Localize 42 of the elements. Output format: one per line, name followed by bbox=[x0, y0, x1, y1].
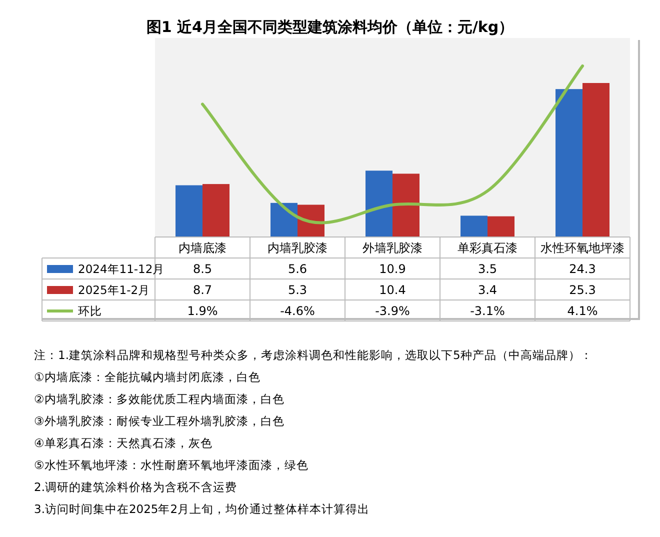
data-label: -3.1% bbox=[470, 304, 505, 318]
data-label: 24.3 bbox=[569, 262, 596, 276]
bar bbox=[488, 216, 514, 237]
x-tick-label: 内墙底漆 bbox=[178, 241, 226, 255]
legend-label: 2024年11-12月 bbox=[78, 262, 165, 276]
bar bbox=[392, 174, 420, 237]
bar bbox=[176, 185, 202, 237]
text: ③外墙乳胶漆：耐候专业工程外墙乳胶漆，白色 bbox=[34, 414, 284, 428]
x-tick-label: 水性环氧地坪漆 bbox=[540, 241, 624, 255]
data-label: 3.4 bbox=[478, 283, 498, 297]
bar bbox=[460, 216, 488, 237]
bar bbox=[298, 204, 324, 237]
data-label: 1.9% bbox=[187, 304, 218, 318]
legend-label: 2025年1-2月 bbox=[78, 283, 150, 297]
data-label: 5.3 bbox=[288, 283, 308, 297]
text: 2.调研的建筑涂料价格为含税不含运费 bbox=[34, 480, 237, 494]
data-label: 10.9 bbox=[379, 262, 406, 276]
data-label: 25.3 bbox=[569, 283, 596, 297]
chart-title: 图1 近4月全国不同类型建筑涂料均价（单位：元/kg） bbox=[146, 18, 514, 36]
data-label: 4.1% bbox=[567, 304, 598, 318]
data-label: -4.6% bbox=[280, 304, 315, 318]
data-label: 3.5 bbox=[478, 262, 498, 276]
x-tick-label: 单彩真石漆 bbox=[458, 241, 518, 255]
data-label: 5.6 bbox=[288, 262, 308, 276]
text: ⑤水性环氧地坪漆：水性耐磨环氧地坪漆面漆，绿色 bbox=[34, 458, 308, 472]
x-tick-label: 内墙乳胶漆 bbox=[268, 241, 328, 255]
data-label: 8.7 bbox=[192, 283, 212, 297]
bar bbox=[270, 202, 298, 237]
bar bbox=[366, 170, 392, 237]
legend-label: 环比 bbox=[78, 304, 102, 318]
text: ④单彩真石漆：天然真石漆，灰色 bbox=[34, 436, 212, 450]
bar bbox=[202, 184, 230, 237]
text: ①内墙底漆：全能抗碱内墙封闭底漆，白色 bbox=[34, 370, 260, 384]
text: ②内墙乳胶漆：多效能优质工程内墙面漆，白色 bbox=[34, 392, 284, 406]
bar bbox=[556, 89, 582, 237]
data-label: 10.4 bbox=[379, 283, 406, 297]
text: 3.访问时间集中在2025年2月上旬，均价通过整体样本计算得出 bbox=[34, 502, 370, 516]
x-tick-label: 外墙乳胶漆 bbox=[362, 241, 422, 255]
data-label: 8.5 bbox=[192, 262, 212, 276]
text: 注：1.建筑涂料品牌和规格型号种类众多，考虑涂料调色和性能影响，选取以下5种产品（中高端品牌）： bbox=[34, 348, 592, 362]
data-label: -3.9% bbox=[375, 304, 410, 318]
bar bbox=[582, 83, 610, 237]
